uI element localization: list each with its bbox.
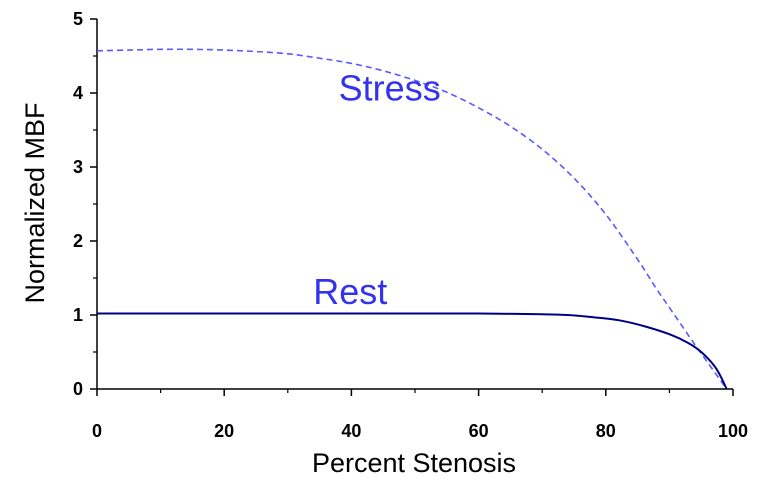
x-tick-label: 100 bbox=[718, 421, 748, 441]
x-tick-label: 0 bbox=[92, 421, 102, 441]
series-label-rest: Rest bbox=[313, 271, 387, 312]
series-label-stress: Stress bbox=[339, 67, 441, 108]
y-tick-label: 4 bbox=[73, 83, 83, 103]
y-tick-label: 5 bbox=[73, 9, 83, 29]
x-tick-label: 80 bbox=[596, 421, 616, 441]
y-tick-label: 0 bbox=[73, 379, 83, 399]
y-tick-label: 1 bbox=[73, 305, 83, 325]
y-tick-label: 3 bbox=[73, 157, 83, 177]
y-tick-label: 2 bbox=[73, 231, 83, 251]
series-line-rest bbox=[97, 312, 728, 390]
annotation-layer: Stress Rest bbox=[313, 67, 441, 312]
series-layer bbox=[96, 48, 728, 390]
x-axis-title: Percent Stenosis bbox=[312, 448, 516, 478]
x-tick-label: 40 bbox=[341, 421, 361, 441]
x-tick-label: 20 bbox=[214, 421, 234, 441]
axes: 0 1 2 3 4 5 0 20 40 60 80 100 bbox=[73, 9, 748, 441]
series-line-stress bbox=[96, 48, 728, 390]
x-tick-label: 60 bbox=[469, 421, 489, 441]
y-axis-title: Normalized MBF bbox=[20, 102, 50, 303]
